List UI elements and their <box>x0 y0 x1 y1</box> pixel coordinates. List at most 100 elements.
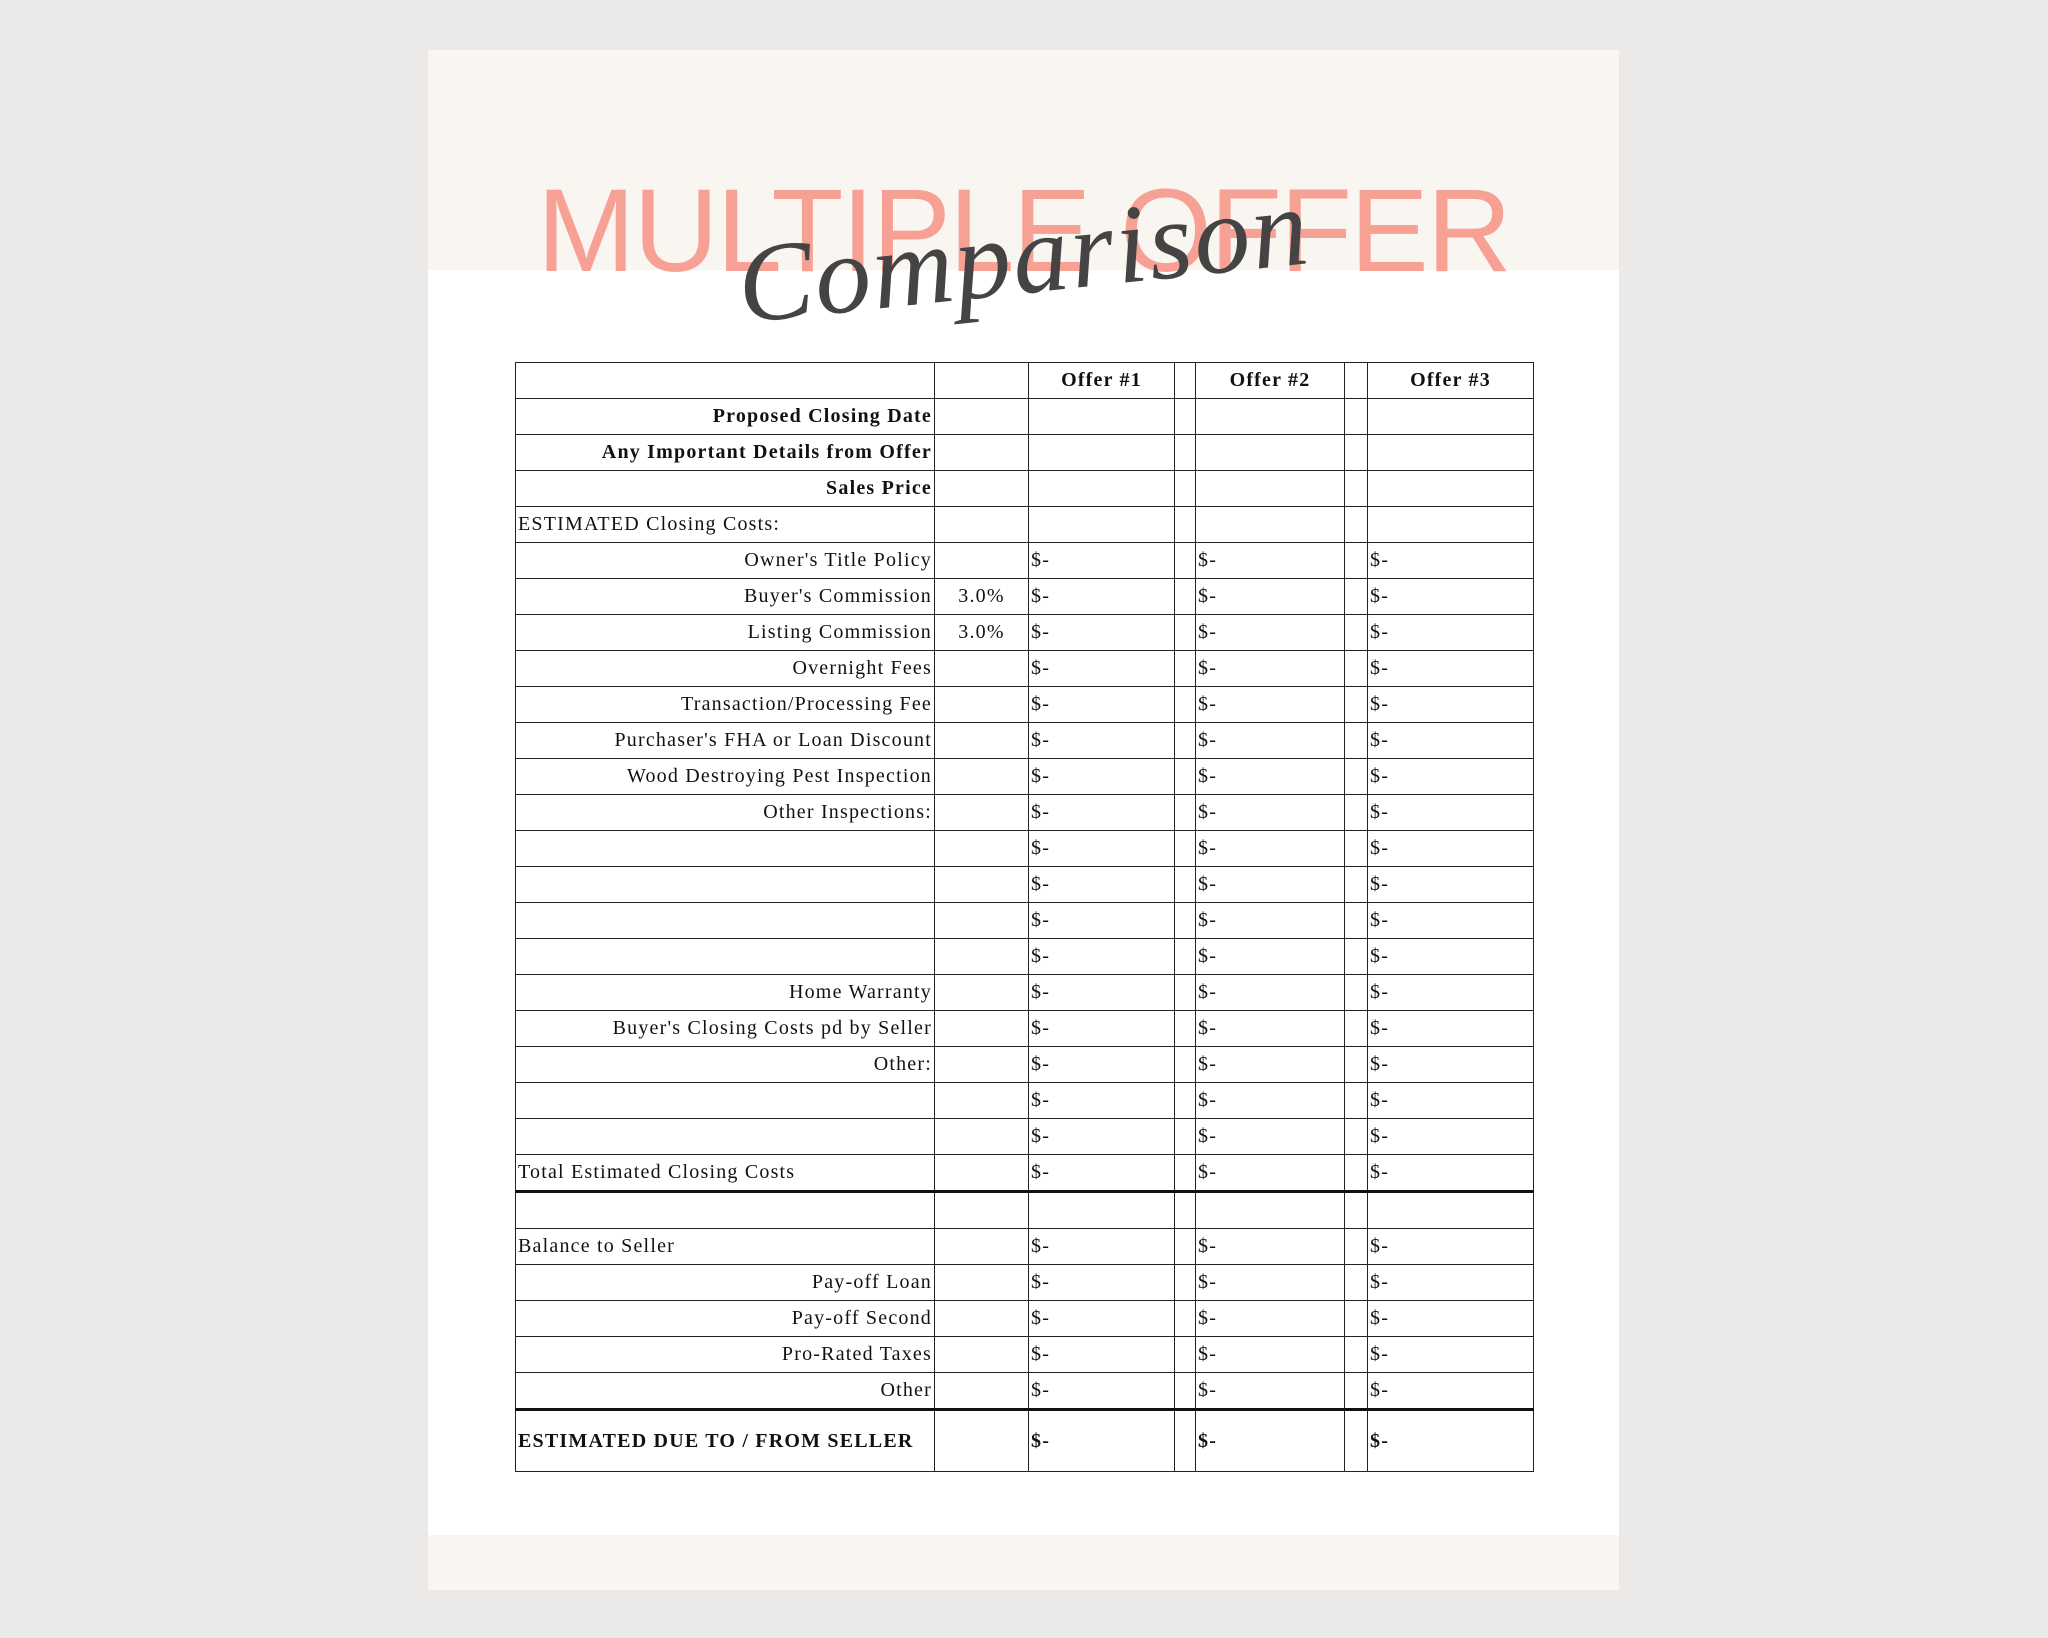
rate-cell <box>934 1191 1029 1229</box>
offer-cell: $- <box>1367 1118 1534 1155</box>
spacer-cell <box>1174 974 1196 1011</box>
spacer-cell <box>1344 1191 1368 1229</box>
table-row: Pay-off Second $- $- $- <box>515 1300 1534 1337</box>
offer-cell: $- <box>1367 1046 1534 1083</box>
spacer-cell <box>1174 1010 1196 1047</box>
offer-cell <box>1028 470 1175 507</box>
spacer-cell <box>1344 614 1368 651</box>
offer-cell: $- <box>1028 758 1175 795</box>
table-row: ESTIMATED Closing Costs: <box>515 506 1534 543</box>
row-label: ESTIMATED DUE TO / FROM SELLER <box>515 1409 935 1472</box>
spacer-cell <box>1344 1264 1368 1301</box>
spacer-cell <box>1174 1372 1196 1411</box>
offer-cell: $- <box>1195 686 1345 723</box>
spacer-cell <box>1344 542 1368 579</box>
spacer-cell <box>1344 1046 1368 1083</box>
offer-cell: $- <box>1028 1264 1175 1301</box>
offer-cell <box>1367 434 1534 471</box>
offer-cell: $- <box>1195 830 1345 867</box>
header-cell: Offer #1 <box>1028 362 1175 399</box>
offer-cell <box>1028 506 1175 543</box>
rate-cell <box>934 434 1029 471</box>
spacer-cell <box>1344 506 1368 543</box>
offer-cell: $- <box>1195 1300 1345 1337</box>
spacer-cell <box>1344 470 1368 507</box>
spacer-cell <box>1344 1372 1368 1411</box>
row-label: Other Inspections: <box>515 794 935 831</box>
rate-cell <box>934 1300 1029 1337</box>
spacer-cell <box>1344 398 1368 435</box>
offer-cell: $- <box>1195 1154 1345 1193</box>
table-row: $- $- $- <box>515 938 1534 975</box>
rate-cell <box>934 1264 1029 1301</box>
offer-cell: $- <box>1195 542 1345 579</box>
offer-cell: $- <box>1195 1010 1345 1047</box>
row-label: Overnight Fees <box>515 650 935 687</box>
offer-cell: $- <box>1195 614 1345 651</box>
spacer-cell <box>1174 542 1196 579</box>
offer-cell <box>1367 506 1534 543</box>
offer-cell: $- <box>1367 1300 1534 1337</box>
offer-cell: $- <box>1028 1082 1175 1119</box>
spacer-cell <box>1174 1300 1196 1337</box>
table-row: Other Inspections: $- $- $- <box>515 794 1534 831</box>
offer-cell: $- <box>1195 758 1345 795</box>
offer-cell: $- <box>1195 794 1345 831</box>
spacer-cell <box>1344 974 1368 1011</box>
table-row: $- $- $- <box>515 866 1534 903</box>
spacer-cell <box>1344 866 1368 903</box>
table-row: Owner's Title Policy $- $- $- <box>515 542 1534 579</box>
offer-cell <box>1195 506 1345 543</box>
rate-cell: 3.0% <box>934 614 1029 651</box>
spacer-cell <box>1344 686 1368 723</box>
offer-cell: $- <box>1195 974 1345 1011</box>
offer-cell: $- <box>1367 1154 1534 1193</box>
offer-cell <box>1028 398 1175 435</box>
spacer-cell <box>1344 434 1368 471</box>
offer-cell: $- <box>1028 614 1175 651</box>
spacer-cell <box>1344 758 1368 795</box>
offer-cell: $- <box>1195 1336 1345 1373</box>
offer-cell: $- <box>1028 686 1175 723</box>
table-row: Listing Commission 3.0% $- $- $- <box>515 614 1534 651</box>
offer-cell: $- <box>1195 902 1345 939</box>
offer-cell: $- <box>1028 1118 1175 1155</box>
spacer-cell <box>1174 902 1196 939</box>
offer-cell: $- <box>1028 938 1175 975</box>
offer-cell: $- <box>1367 938 1534 975</box>
rate-cell <box>934 1046 1029 1083</box>
rate-cell: 3.0% <box>934 578 1029 615</box>
paper: MULTIPLE OFFER Comparison Offer #1 Offer … <box>428 50 1619 1590</box>
table-row: Wood Destroying Pest Inspection $- $- $- <box>515 758 1534 795</box>
table-row: Transaction/Processing Fee $- $- $- <box>515 686 1534 723</box>
spacer-cell <box>1174 578 1196 615</box>
table-row: $- $- $- <box>515 830 1534 867</box>
offer-cell: $- <box>1028 542 1175 579</box>
row-label: Listing Commission <box>515 614 935 651</box>
table-row: ESTIMATED DUE TO / FROM SELLER $- $- $- <box>515 1409 1534 1472</box>
row-label: Proposed Closing Date <box>515 398 935 435</box>
spacer-cell <box>1174 1082 1196 1119</box>
offer-cell: $- <box>1195 866 1345 903</box>
spacer-cell <box>1174 1264 1196 1301</box>
offer-cell <box>1195 434 1345 471</box>
spacer-cell <box>1174 1154 1196 1193</box>
spacer-cell <box>1174 938 1196 975</box>
comparison-table: Offer #1 Offer #2 Offer #3 Proposed Closing… <box>515 362 1534 1472</box>
offer-cell: $- <box>1367 1409 1534 1472</box>
offer-cell: $- <box>1195 650 1345 687</box>
spacer-cell <box>1344 722 1368 759</box>
spacer-cell <box>1174 1228 1196 1265</box>
row-label <box>515 830 935 867</box>
table-row: Home Warranty $- $- $- <box>515 974 1534 1011</box>
spacer-cell <box>1174 758 1196 795</box>
table-row: Balance to Seller $- $- $- <box>515 1228 1534 1265</box>
offer-cell: $- <box>1028 1154 1175 1193</box>
offer-cell: $- <box>1195 722 1345 759</box>
spacer-cell <box>1174 866 1196 903</box>
table-row <box>515 1191 1534 1229</box>
offer-cell <box>1367 1191 1534 1229</box>
rate-cell <box>934 1228 1029 1265</box>
offer-cell: $- <box>1367 1336 1534 1373</box>
spacer-cell <box>1174 398 1196 435</box>
